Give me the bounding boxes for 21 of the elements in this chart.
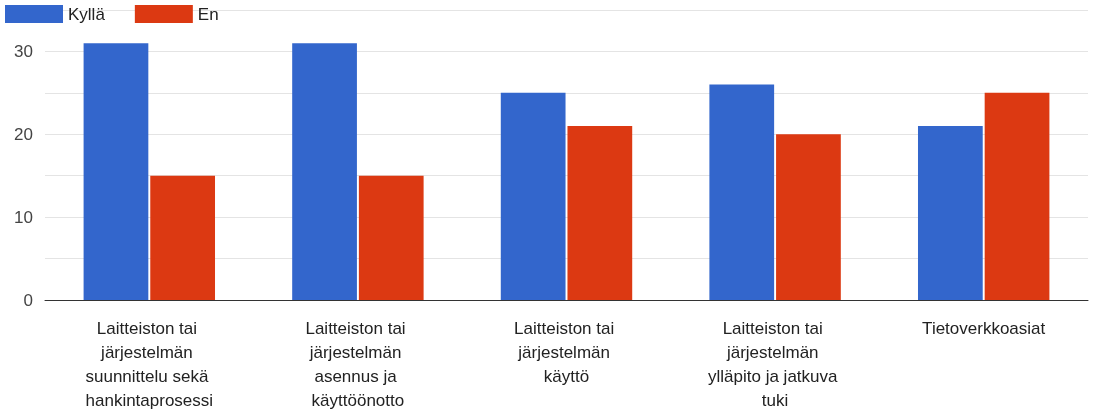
bar [984,92,1050,300]
bar [358,175,424,300]
legend-label: Kyllä [68,4,106,24]
x-tick-label: Laitteiston tai järjestelmän ylläpito ja jatkuva tuki [708,318,843,410]
bar [709,84,775,300]
bar [292,43,357,300]
bar [776,134,841,300]
legend-label: En [197,4,219,24]
bar [917,126,983,300]
x-tick-label: Laitteiston tai järjestelmän käyttö [514,318,619,386]
bar [83,43,149,300]
bar [150,175,216,300]
x-tick-label: Laitteiston tai järjestelmän suunnittelu sekä hankintaprosessi [85,318,214,410]
bar [567,126,633,300]
y-tick-label: 0 [23,290,33,310]
x-tick-label: Laitteiston tai järjestelmän asennus ja käyttöönotto [305,318,411,410]
y-tick-label: 20 [14,124,33,144]
bar [500,92,566,300]
y-tick-label: 30 [14,41,33,61]
x-tick-label: Tietoverkkoasiat [922,318,1046,338]
y-tick-label: 10 [14,207,33,227]
